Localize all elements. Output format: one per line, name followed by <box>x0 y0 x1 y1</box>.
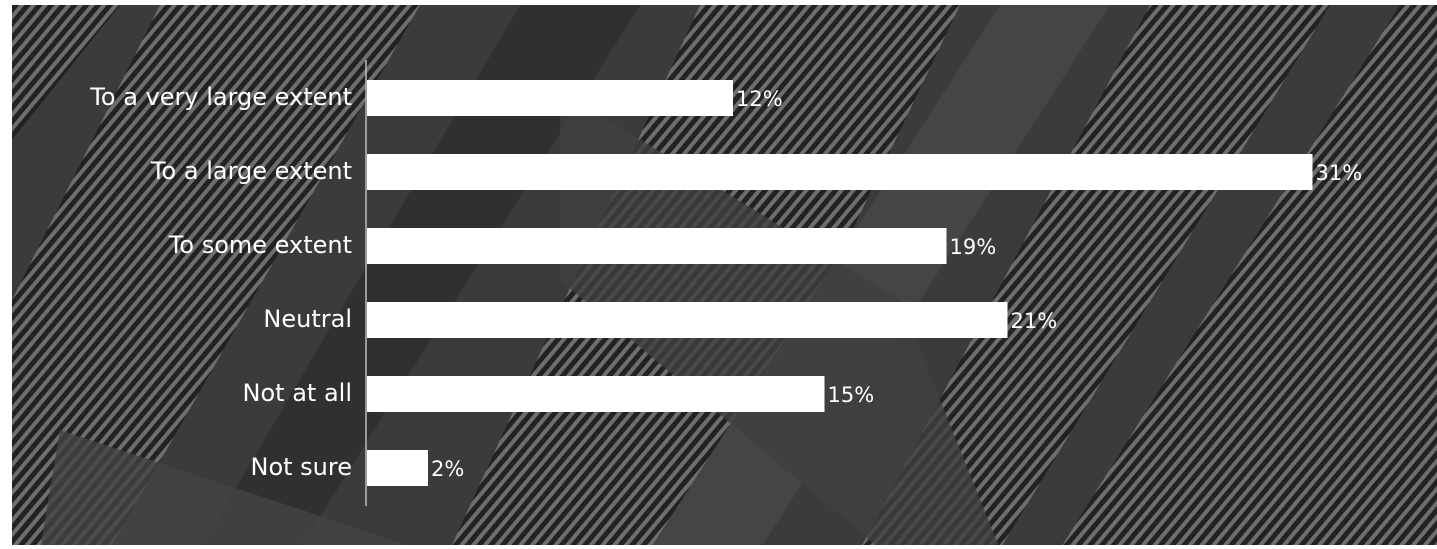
bar <box>367 302 1008 338</box>
category-label: Neutral <box>263 305 352 333</box>
plot: To a very large extent 12% To a large exte… <box>89 80 1362 486</box>
bar <box>367 376 825 412</box>
value-label: 15% <box>828 383 875 407</box>
category-label: Not sure <box>251 453 353 481</box>
value-label: 19% <box>950 235 997 259</box>
bar <box>367 228 947 264</box>
value-label: 21% <box>1011 309 1058 333</box>
bar <box>367 80 733 116</box>
category-label: To some extent <box>168 231 352 259</box>
category-label: To a large extent <box>150 157 352 185</box>
category-label: Not at all <box>243 379 352 407</box>
bar <box>367 154 1313 190</box>
bar <box>367 450 428 486</box>
value-label: 31% <box>1316 161 1363 185</box>
value-label: 2% <box>431 457 464 481</box>
category-label: To a very large extent <box>89 83 352 111</box>
value-label: 12% <box>736 87 783 111</box>
